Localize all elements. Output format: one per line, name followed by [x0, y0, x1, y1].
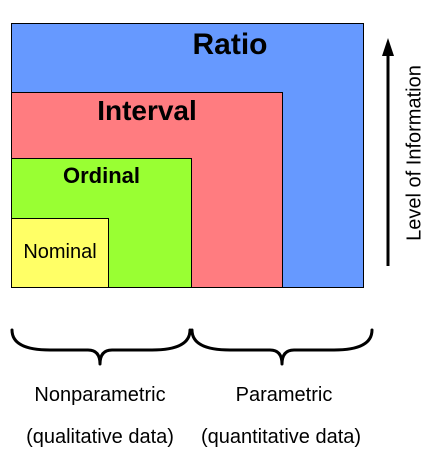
- nonparametric-label: Nonparametric: [34, 384, 166, 406]
- nonparametric-brace: [10, 328, 192, 366]
- parametric-brace: [190, 328, 374, 366]
- grouping-braces: [10, 328, 374, 366]
- nominal-label: Nominal: [23, 241, 97, 263]
- ordinal-label: Ordinal: [62, 163, 140, 188]
- quantitative-data-label: (quantitative data): [200, 426, 362, 448]
- interval-label: Interval: [97, 95, 197, 126]
- nominal-box: Nominal: [11, 218, 109, 288]
- axis-label-text: Level of Information: [403, 65, 426, 241]
- parametric-label: Parametric: [235, 384, 333, 406]
- qualitative-data-label: (qualitative data): [26, 426, 174, 448]
- ratio-label: Ratio: [192, 28, 268, 61]
- up-arrow-icon: [382, 38, 394, 266]
